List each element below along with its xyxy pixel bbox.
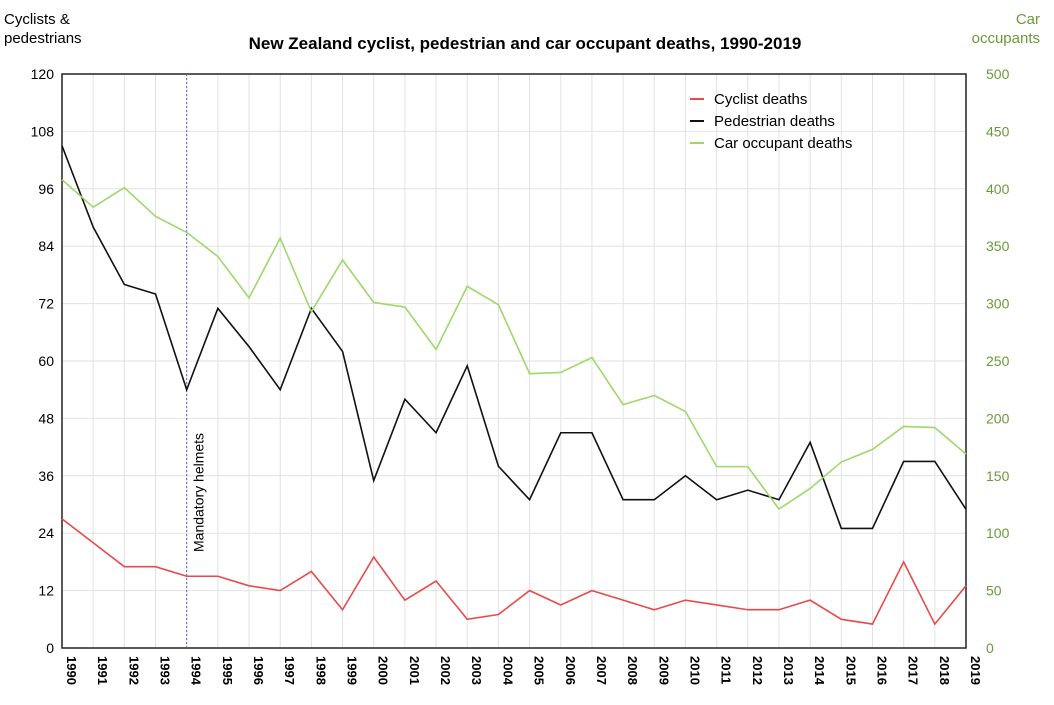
x-tick-label: 1990 — [64, 656, 79, 685]
chart-title: New Zealand cyclist, pedestrian and car … — [248, 34, 802, 53]
x-tick-label: 2010 — [687, 656, 702, 685]
left-tick-label: 96 — [38, 181, 54, 197]
x-tick-label: 2019 — [968, 656, 983, 685]
left-tick-label: 120 — [31, 66, 55, 82]
left-tick-label: 24 — [38, 525, 54, 541]
x-tick-label: 2006 — [563, 656, 578, 685]
series-line-0 — [61, 518, 967, 626]
left-tick-label: 108 — [31, 123, 55, 139]
right-tick-label: 250 — [986, 353, 1010, 369]
x-tick-label: 2003 — [469, 656, 484, 685]
x-tick-label: 2009 — [656, 656, 671, 685]
x-tick-label: 1993 — [158, 656, 173, 685]
x-tick-label: 2012 — [750, 656, 765, 685]
right-tick-label: 50 — [986, 583, 1002, 599]
right-tick-label: 150 — [986, 468, 1010, 484]
left-tick-label: 36 — [38, 468, 54, 484]
x-tick-label: 2002 — [438, 656, 453, 685]
annotation-label: Mandatory helmets — [191, 433, 207, 552]
x-tick-label: 2000 — [376, 656, 391, 685]
left-tick-label: 84 — [38, 238, 54, 254]
right-tick-label: 300 — [986, 296, 1010, 312]
right-axis-label: Car occupants — [971, 11, 1040, 47]
series-line-1 — [61, 145, 967, 530]
x-tick-label: 1991 — [95, 656, 110, 685]
x-tick-label: 1998 — [313, 656, 328, 685]
x-tick-label: 1995 — [220, 656, 235, 685]
legend-label: Cyclist deaths — [714, 91, 807, 108]
x-tick-label: 2001 — [407, 656, 422, 685]
x-tick-label: 2011 — [719, 656, 734, 684]
x-tick-label: 2015 — [843, 656, 858, 685]
x-tick-label: 2016 — [874, 656, 889, 685]
right-tick-label: 500 — [986, 66, 1010, 82]
left-axis-label: Cyclists & pedestrians — [4, 11, 82, 47]
right-tick-label: 400 — [986, 181, 1010, 197]
x-tick-label: 1999 — [345, 656, 360, 685]
right-tick-label: 450 — [986, 123, 1010, 139]
x-tick-label: 1996 — [251, 656, 266, 685]
x-tick-label: 2007 — [594, 656, 609, 685]
x-tick-label: 1997 — [282, 656, 297, 685]
left-tick-label: 60 — [38, 353, 54, 369]
x-tick-label: 2008 — [625, 656, 640, 685]
legend-label: Car occupant deaths — [714, 135, 852, 152]
series-line-2 — [61, 179, 967, 511]
x-tick-label: 2017 — [906, 656, 921, 685]
x-tick-label: 2005 — [532, 656, 547, 685]
right-tick-label: 100 — [986, 525, 1010, 541]
x-tick-label: 2013 — [781, 656, 796, 685]
x-tick-label: 1994 — [189, 656, 204, 686]
left-tick-label: 72 — [38, 296, 54, 312]
left-tick-label: 12 — [38, 583, 54, 599]
right-tick-label: 0 — [986, 640, 994, 656]
left-tick-label: 0 — [46, 640, 54, 656]
x-tick-label: 2014 — [812, 656, 827, 686]
legend-label: Pedestrian deaths — [714, 113, 835, 130]
left-tick-label: 48 — [38, 410, 54, 426]
x-tick-label: 1992 — [126, 656, 141, 685]
right-tick-label: 350 — [986, 238, 1010, 254]
right-tick-label: 200 — [986, 410, 1010, 426]
x-tick-label: 2004 — [500, 656, 515, 686]
x-tick-label: 2018 — [937, 656, 952, 685]
plot-frame — [61, 73, 967, 649]
